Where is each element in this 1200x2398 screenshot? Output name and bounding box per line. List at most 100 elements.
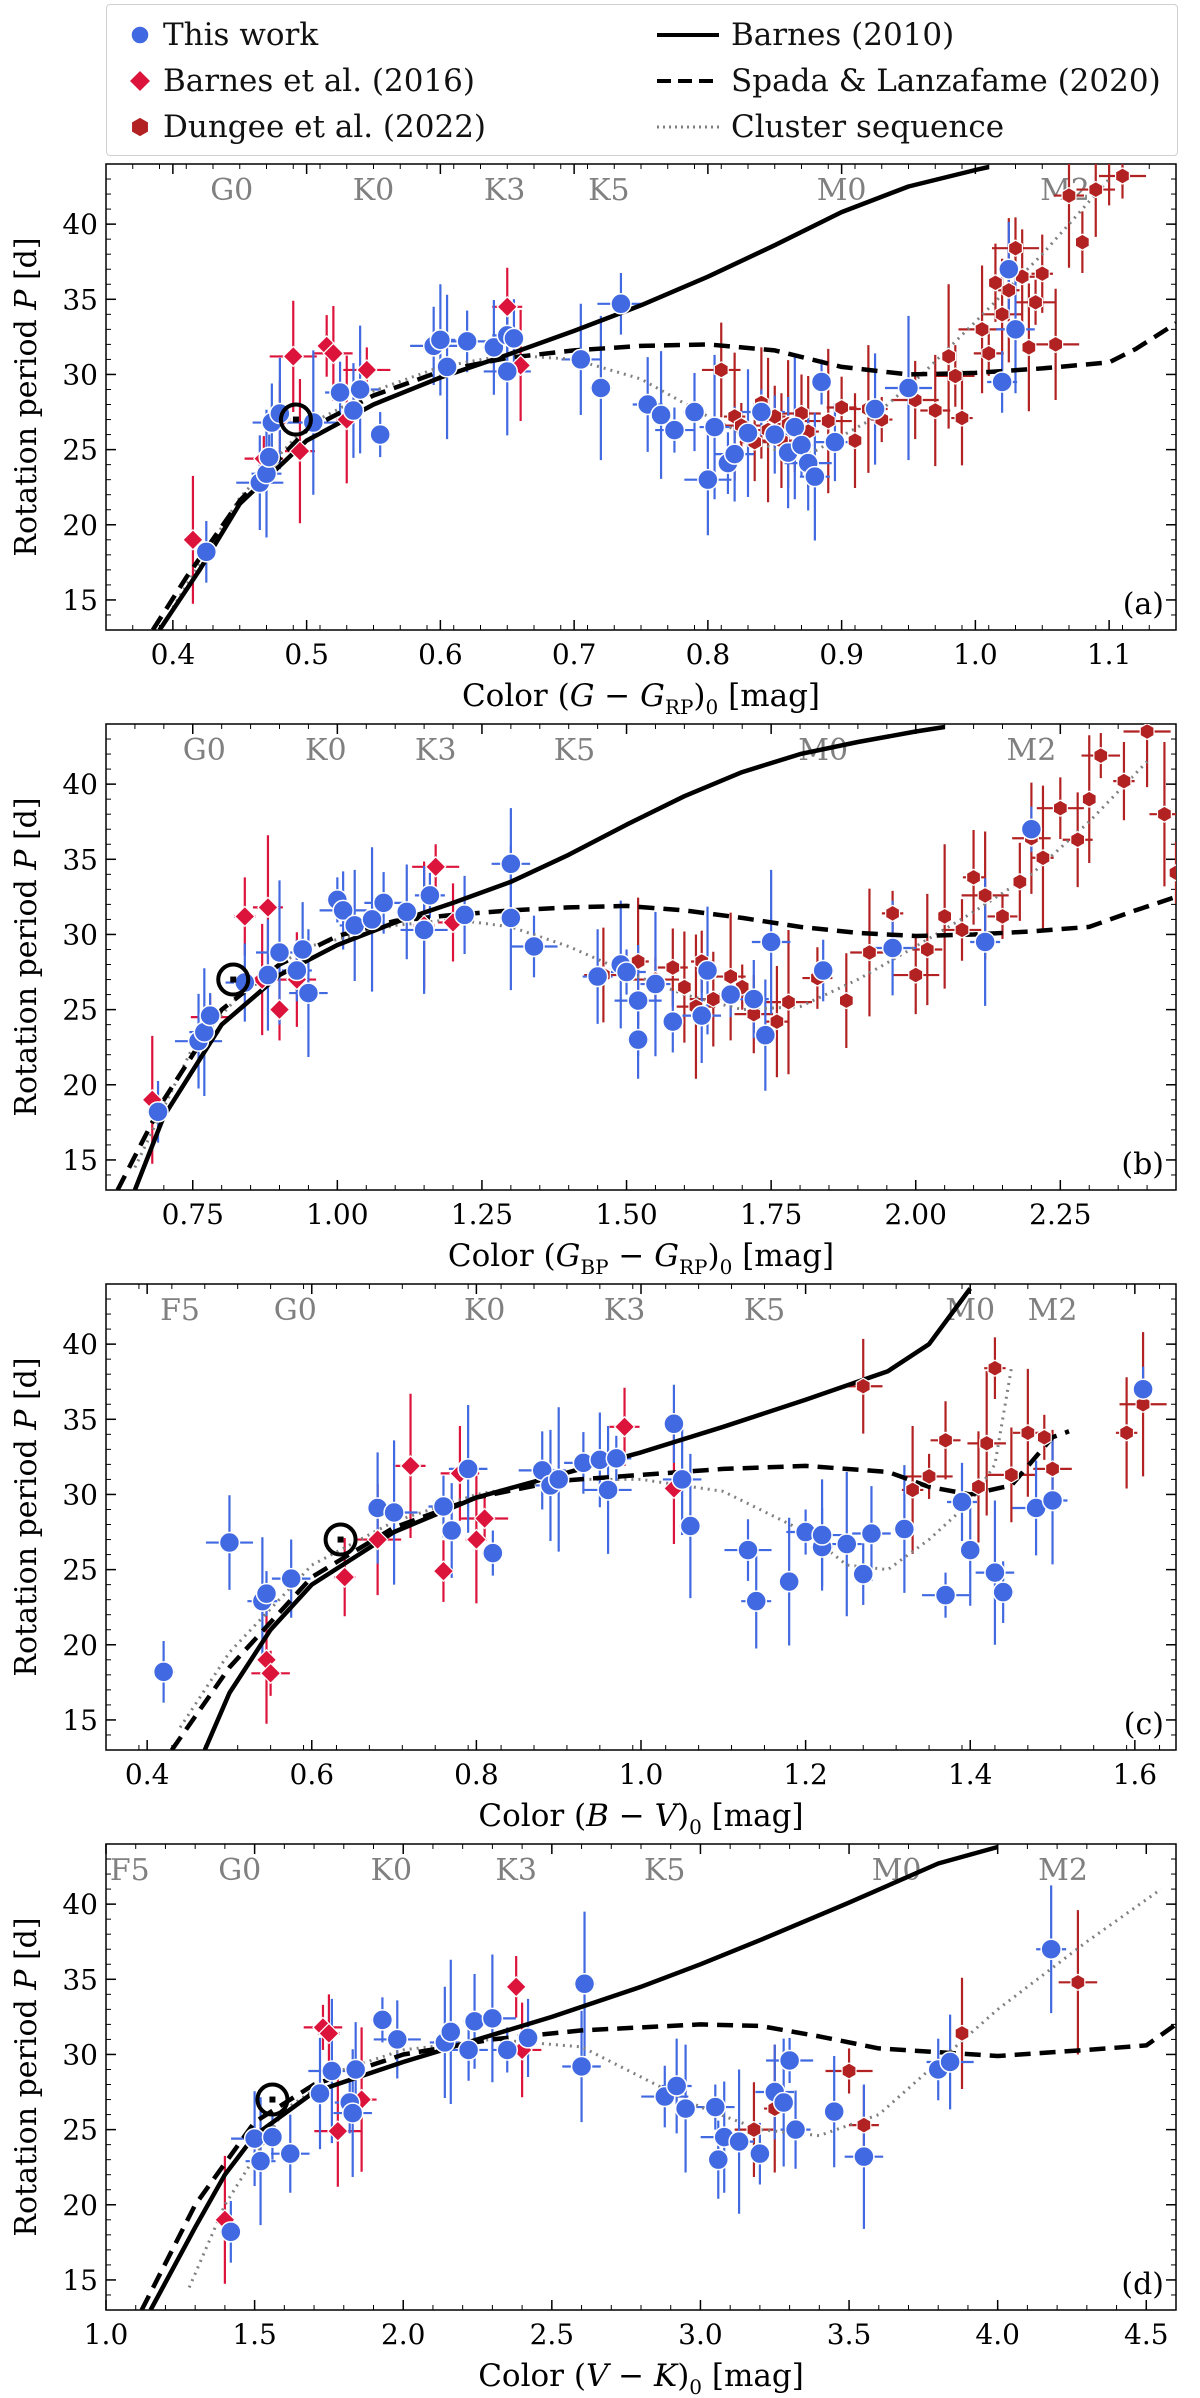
x-tick-label: 2.5 bbox=[530, 2318, 575, 2351]
this-work-point bbox=[812, 959, 834, 982]
x-tick-label: 0.5 bbox=[284, 638, 329, 671]
this-work-point bbox=[341, 2102, 364, 2124]
this-work-point bbox=[500, 853, 522, 875]
this-work-point bbox=[268, 941, 291, 964]
x-axis-label-part: B bbox=[585, 1798, 609, 1834]
this-work-point bbox=[749, 2142, 771, 2165]
this-work-point bbox=[481, 2007, 504, 2030]
this-work-point bbox=[723, 443, 746, 465]
legend-label: Barnes (2010) bbox=[731, 17, 955, 53]
x-tick-label: 0.4 bbox=[151, 638, 196, 671]
x-axis-label-part: 0 bbox=[706, 695, 719, 719]
this-work-point bbox=[329, 381, 351, 404]
this-work-point bbox=[778, 2049, 801, 2072]
dashed-line-icon bbox=[657, 79, 719, 83]
this-work-point bbox=[220, 2221, 242, 2243]
y-tick-label: 35 bbox=[62, 1963, 98, 1996]
dungee2022-point bbox=[1036, 1428, 1052, 1446]
barnes2010-line bbox=[148, 1844, 999, 2310]
x-tick-label: 3.0 bbox=[678, 2318, 723, 2351]
x-axis-label-part: [mag] bbox=[718, 678, 820, 714]
this-work-point bbox=[342, 399, 365, 422]
barnes2010-line bbox=[202, 1287, 973, 1750]
y-axis-label: Rotation period P [d] bbox=[9, 797, 44, 1116]
this-work-point bbox=[440, 2021, 462, 2043]
this-work-point bbox=[663, 1413, 685, 1435]
this-work-point bbox=[743, 988, 765, 1010]
this-work-point bbox=[860, 1522, 883, 1545]
y-tick-label: 20 bbox=[62, 1629, 98, 1662]
this-work-point bbox=[615, 961, 638, 983]
this-work-point bbox=[992, 1581, 1014, 1603]
x-axis-label-part: G bbox=[654, 1238, 679, 1274]
spectral-type-label: K3 bbox=[604, 1293, 646, 1328]
this-work-point bbox=[881, 937, 904, 959]
this-work-point bbox=[683, 401, 706, 423]
x-tick-label: 0.6 bbox=[290, 1758, 335, 1791]
dungee2022-point bbox=[769, 1012, 785, 1031]
dungee2022-point bbox=[1061, 186, 1077, 205]
target-star-center bbox=[269, 2096, 276, 2103]
legend: This work Barnes et al. (2016) Dungee et… bbox=[106, 4, 1178, 156]
this-work-point bbox=[934, 1584, 957, 1606]
x-tick-label: 1.25 bbox=[451, 1198, 513, 1231]
this-work-point bbox=[349, 378, 371, 401]
y-tick-label: 40 bbox=[62, 1888, 98, 1921]
x-axis-label-part: Color ( bbox=[478, 2358, 586, 2394]
this-work-point bbox=[279, 2142, 302, 2165]
x-tick-label: 0.8 bbox=[454, 1758, 499, 1791]
hexagon-marker-icon bbox=[130, 116, 150, 138]
spada-lanzafame-line bbox=[150, 321, 1176, 630]
dungee2022-point bbox=[676, 978, 692, 996]
dungee2022-point bbox=[919, 940, 935, 959]
legend-item-dungee2022: Dungee et al. (2022) bbox=[127, 105, 486, 149]
barnes2010-line bbox=[132, 724, 945, 1190]
dungee2022-point bbox=[979, 1434, 995, 1452]
this-work-point bbox=[453, 904, 476, 926]
x-tick-label: 4.5 bbox=[1124, 2318, 1169, 2351]
dungee2022-point bbox=[1081, 790, 1097, 808]
this-work-point bbox=[1040, 1938, 1062, 1960]
this-work-point bbox=[605, 1447, 628, 1470]
dungee2022-point bbox=[1027, 293, 1044, 311]
x-tick-label: 0.4 bbox=[125, 1758, 170, 1791]
panel-label: (a) bbox=[1123, 587, 1164, 622]
x-axis-label-part: 0 bbox=[689, 2375, 702, 2398]
x-tick-label: 1.75 bbox=[740, 1198, 802, 1231]
data-layer bbox=[139, 1844, 1176, 2310]
y-axis-label-part: Rotation period bbox=[9, 1430, 44, 1677]
barnes2016-point bbox=[326, 2120, 349, 2142]
this-work-point bbox=[811, 1524, 833, 1546]
this-work-point bbox=[836, 1533, 858, 1555]
y-tick-label: 25 bbox=[62, 434, 98, 467]
y-tick-label: 40 bbox=[62, 1328, 98, 1361]
dungee2022-point bbox=[905, 1481, 921, 1499]
y-axis-label-part: Rotation period bbox=[9, 870, 44, 1117]
spectral-type-label: F5 bbox=[110, 1853, 150, 1888]
spectral-type-label: K5 bbox=[644, 1853, 686, 1888]
this-work-point bbox=[419, 884, 441, 907]
spectral-type-label: M2 bbox=[1006, 733, 1056, 768]
legend-label: Cluster sequence bbox=[731, 109, 1005, 145]
spectral-type-label: K0 bbox=[305, 733, 347, 768]
this-work-point bbox=[610, 293, 632, 315]
this-work-point bbox=[737, 1539, 759, 1561]
dungee2022-point bbox=[1070, 831, 1086, 849]
this-work-point bbox=[195, 541, 218, 563]
y-tick-label: 40 bbox=[62, 208, 98, 241]
this-work-point bbox=[570, 2055, 593, 2078]
dungee2022-point bbox=[855, 1377, 871, 1395]
dungee2022-point bbox=[908, 966, 924, 984]
x-tick-label: 1.0 bbox=[84, 2318, 129, 2351]
x-tick-label: 1.1 bbox=[1087, 638, 1132, 671]
this-work-point bbox=[627, 989, 649, 1012]
dungee2022-point bbox=[705, 990, 721, 1008]
x-axis-label-part: V bbox=[586, 2358, 612, 2394]
y-tick-label: 25 bbox=[62, 1554, 98, 1587]
x-tick-label: 1.2 bbox=[783, 1758, 828, 1791]
barnes2016-point bbox=[259, 1662, 282, 1685]
this-work-point bbox=[728, 2130, 750, 2153]
dungee2022-point bbox=[856, 2116, 872, 2134]
x-axis-label-part: [mag] bbox=[702, 1798, 804, 1834]
x-axis-label-part: [mag] bbox=[702, 2358, 804, 2394]
